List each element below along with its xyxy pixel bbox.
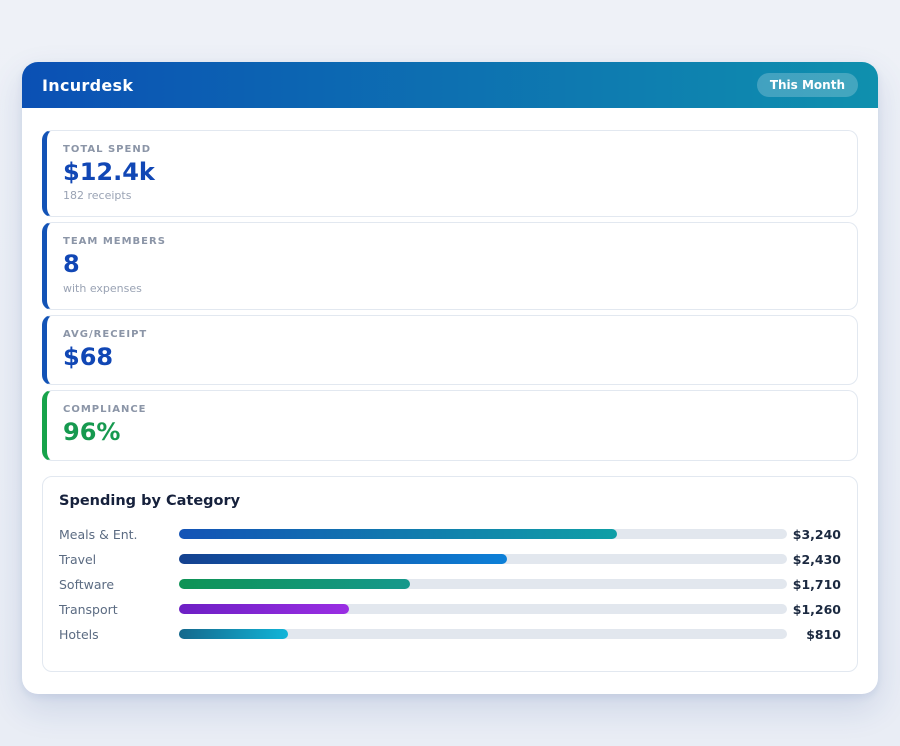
bar-fill-meals (179, 529, 617, 540)
category-value: $1,260 (792, 601, 841, 617)
bar-fill-software (179, 579, 411, 590)
stat-label: TOTAL SPEND (63, 144, 151, 155)
category-row-software: Software $1,710 (59, 572, 841, 597)
stat-label: COMPLIANCE (63, 404, 147, 416)
category-label: Transport (59, 601, 118, 617)
category-value: $2,430 (792, 551, 841, 567)
category-value: $810 (806, 626, 841, 642)
stat-value: 8 (63, 250, 80, 279)
app-card: Incurdesk This Month TOTAL SPEND $12.4k … (22, 62, 878, 694)
bar-track (179, 604, 787, 615)
category-row-meals: Meals & Ent. $3,240 (59, 522, 841, 547)
stat-card-total-spend: TOTAL SPEND $12.4k 182 receipts (42, 130, 858, 218)
stat-value: $12.4k (63, 158, 155, 186)
panel-title: Spending by Category (59, 492, 241, 509)
category-label: Travel (59, 551, 97, 567)
bar-fill-travel (179, 554, 508, 565)
category-value: $3,240 (792, 526, 841, 542)
app-header: Incurdesk This Month (22, 62, 878, 108)
bar-track (179, 629, 787, 640)
bar-track (179, 554, 787, 565)
app-body: TOTAL SPEND $12.4k 182 receipts TEAM MEM… (22, 108, 878, 694)
category-row-hotels: Hotels $810 (59, 622, 841, 647)
stat-label: TEAM MEMBERS (63, 236, 166, 248)
stat-card-compliance: COMPLIANCE 96% (42, 390, 858, 461)
page: { "colors": { "page_bg": "#eef1f7", "hea… (0, 62, 900, 746)
stat-card-team-members: TEAM MEMBERS 8 with expenses (42, 222, 858, 310)
bar-fill-transport (179, 604, 350, 615)
app-title: Incurdesk (42, 75, 134, 95)
spending-by-category-panel: Spending by Category Meals & Ent. $3,240… (42, 475, 858, 672)
stat-value: $68 (63, 342, 114, 371)
category-row-travel: Travel $2,430 (59, 547, 841, 572)
stat-card-avg-receipt: AVG/RECEIPT $68 (42, 314, 858, 386)
period-badge-button[interactable]: This Month (756, 73, 858, 97)
category-label: Software (59, 576, 115, 592)
stat-label: AVG/RECEIPT (63, 328, 148, 340)
stat-subtext: 182 receipts (63, 189, 132, 203)
category-label: Hotels (59, 626, 99, 642)
category-row-transport: Transport $1,260 (59, 597, 841, 622)
stat-subtext: with expenses (63, 281, 142, 295)
bar-track (179, 529, 787, 540)
stat-value: 96% (63, 418, 121, 447)
bar-fill-hotels (179, 629, 289, 640)
category-value: $1,710 (792, 576, 841, 592)
bar-track (179, 579, 787, 590)
category-label: Meals & Ent. (59, 526, 138, 542)
